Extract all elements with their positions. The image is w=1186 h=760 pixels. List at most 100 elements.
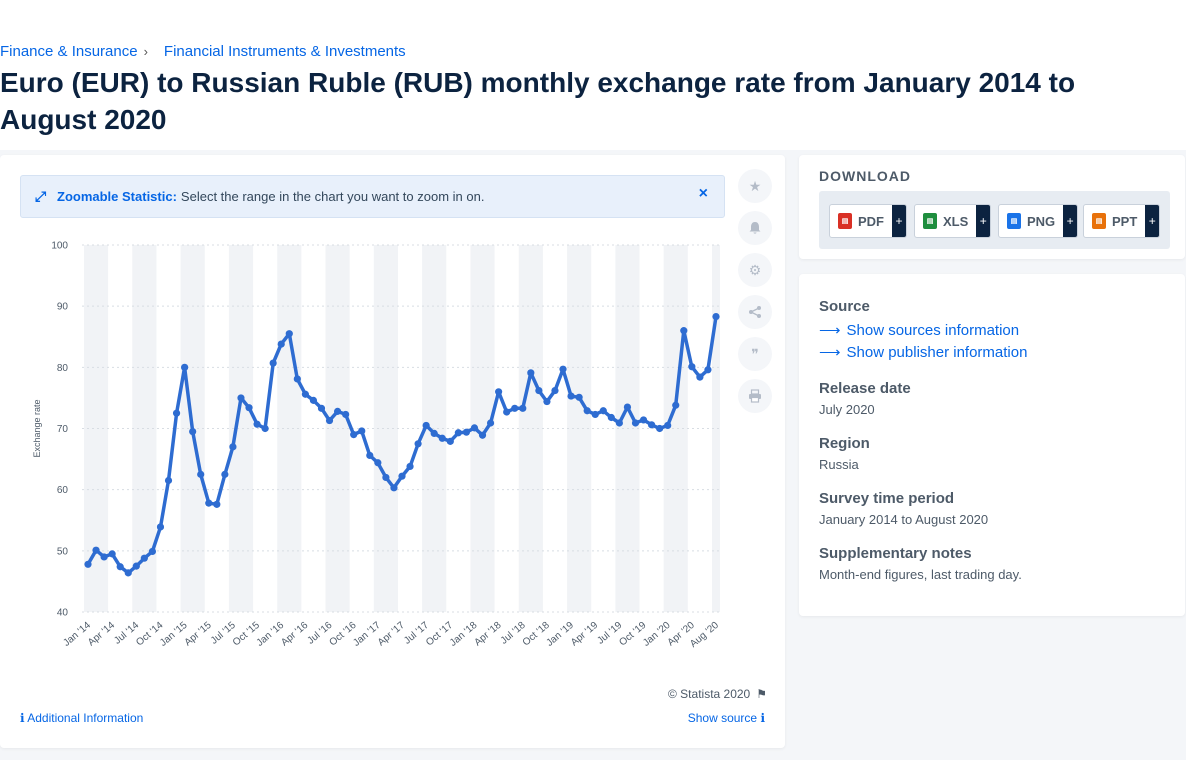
data-point [438,434,446,442]
bell-icon[interactable] [738,211,772,245]
data-point [519,404,527,412]
data-point [245,404,253,412]
y-tick-label: 40 [57,608,69,619]
show-sources-link[interactable]: ⟶ Show sources information [819,321,1027,340]
data-point [140,554,148,562]
flag-icon[interactable]: ⚑ [756,687,767,701]
arrow-right-icon: ⟶ [819,322,841,339]
plus-icon[interactable]: + [1145,205,1160,237]
data-point [704,366,712,374]
download-xls-button[interactable]: ▤ XLS + [914,204,992,238]
data-point [688,363,696,371]
x-tick-label: Apr '16 [279,620,310,649]
data-point [309,396,318,404]
plus-icon[interactable]: + [976,205,991,237]
download-buttons: ▤ PDF + ▤ XLS + ▤ PNG + ▤ PPT + [819,191,1170,249]
y-tick-label: 90 [57,302,69,313]
download-png-label: PNG [1027,213,1056,229]
additional-info-link[interactable]: ℹ Additional Information [20,711,143,725]
release-label: Release date [819,380,911,397]
data-point [631,419,640,427]
data-point [325,416,334,425]
plus-icon[interactable]: + [1063,205,1078,237]
data-point [567,392,575,400]
download-pdf-button[interactable]: ▤ PDF + [829,204,907,238]
page-title: Euro (EUR) to Russian Ruble (RUB) monthl… [0,67,1076,135]
breadcrumb-separator: › [143,44,148,59]
star-icon[interactable]: ★ [738,169,772,203]
data-point [366,451,374,460]
data-point [422,421,430,430]
data-point [639,416,648,424]
x-tick-label: Apr '15 [183,620,214,649]
data-point [390,484,398,492]
data-point [358,427,366,435]
plus-icon[interactable]: + [892,205,906,237]
data-point [301,390,309,398]
zoom-banner: ⤢ Zoomable Statistic: Select the range i… [20,175,725,218]
expand-icon: ⤢ [35,188,47,204]
notes-label: Supplementary notes [819,545,972,562]
data-point [342,410,350,419]
download-png-button[interactable]: ▤ PNG + [998,204,1079,238]
survey-section: Survey time period January 2014 to Augus… [819,490,988,527]
data-point [462,428,471,436]
metadata-card: Source ⟶ Show sources information ⟶ Show p… [799,274,1185,616]
chart-card: ⤢ Zoomable Statistic: Select the range i… [0,155,785,748]
data-point [696,373,704,381]
data-point [656,424,664,433]
data-point [543,397,551,406]
data-point [446,437,454,445]
data-point [406,462,414,471]
data-point [205,499,213,507]
data-point [454,429,462,437]
arrow-right-icon: ⟶ [819,344,841,361]
region-section: Region Russia [819,435,870,472]
zoom-label: Zoomable Statistic: [57,189,177,204]
data-point [100,553,108,561]
download-ppt-label: PPT [1112,213,1138,229]
download-ppt-button[interactable]: ▤ PPT + [1083,204,1161,238]
close-icon[interactable]: × [698,185,708,202]
breadcrumb-link-instruments[interactable]: Financial Instruments & Investments [163,43,406,60]
y-tick-label: 70 [57,424,69,435]
survey-label: Survey time period [819,490,955,507]
show-publisher-link[interactable]: ⟶ Show publisher information [819,343,1027,362]
data-point [623,403,632,411]
data-point [132,562,140,570]
show-source-link[interactable]: Show source ℹ [688,711,765,725]
data-point [647,421,656,429]
data-point [269,359,277,367]
release-value: July 2020 [819,402,875,417]
breadcrumb-link-finance[interactable]: Finance & Insurance [0,43,138,60]
chart-toolbar: ★ ⚙ ❞ [738,169,772,421]
gear-icon[interactable]: ⚙ [738,253,772,287]
data-point [148,547,157,556]
data-point [535,386,543,395]
data-point [197,470,205,478]
data-point [229,443,237,451]
data-point [181,363,189,371]
quote-icon[interactable]: ❞ [738,337,772,371]
data-point [470,424,479,432]
share-icon[interactable] [738,295,772,329]
data-point [382,473,390,482]
data-point [317,404,326,412]
notes-section: Supplementary notes Month-end figures, l… [819,545,1022,582]
print-icon[interactable] [738,379,772,413]
data-point [664,421,672,430]
data-point [615,419,623,427]
data-point [374,459,382,467]
data-point [599,407,607,415]
source-section: Source ⟶ Show sources information ⟶ Show p… [819,298,1027,361]
y-axis-label: Exchange rate [32,399,42,457]
data-point [261,424,269,433]
data-point [712,312,720,321]
page-header: Finance & Insurance › Financial Instrume… [0,0,1186,150]
info-icon: ℹ [20,711,25,725]
zoom-text: Select the range in the chart you want t… [180,189,485,204]
data-point [607,413,615,422]
source-label: Source [819,298,870,315]
y-tick-label: 60 [57,485,69,496]
